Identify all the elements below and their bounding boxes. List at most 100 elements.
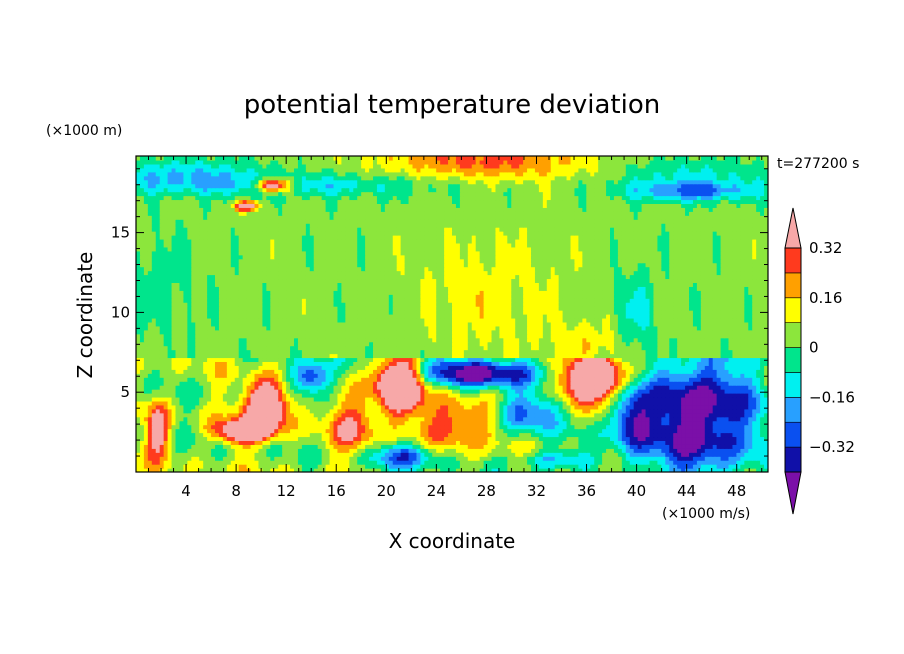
field-cell: [444, 349, 449, 355]
field-cell: [369, 353, 374, 359]
field-cell: [159, 436, 165, 441]
field-cell: [278, 444, 283, 449]
field-cell: [199, 468, 204, 472]
field-cell: [250, 396, 256, 402]
field-cell: [179, 353, 184, 359]
field-cell: [404, 456, 410, 461]
field-cell: [546, 353, 552, 359]
field-cell: [404, 436, 410, 441]
field-cell: [191, 385, 196, 390]
field-cell: [515, 436, 520, 441]
field-cell: [606, 393, 611, 398]
field-cell: [578, 357, 583, 362]
field-cell: [424, 444, 429, 449]
field-cell: [408, 361, 414, 366]
field-cell: [297, 393, 303, 398]
field-cell: [282, 448, 287, 453]
field-cell: [353, 361, 358, 366]
field-cell: [416, 357, 421, 362]
field-cell: [321, 432, 327, 438]
field-cell: [617, 448, 623, 453]
field-cell: [412, 456, 418, 461]
field-cell: [317, 357, 323, 362]
field-cell: [136, 396, 141, 402]
field-cell: [365, 444, 370, 449]
field-cell: [246, 460, 252, 465]
field-cell: [459, 361, 465, 366]
field-cell: [361, 393, 366, 398]
field-cell: [574, 385, 579, 390]
field-cell: [313, 416, 319, 422]
field-cell: [681, 412, 686, 418]
field-cell: [649, 389, 655, 394]
field-cell: [720, 389, 726, 394]
field-cell: [728, 412, 734, 418]
field-cell: [297, 412, 303, 418]
field-cell: [665, 444, 670, 449]
field-cell: [159, 396, 165, 402]
field-cell: [175, 345, 181, 351]
field-cell: [491, 393, 497, 398]
field-cell: [653, 456, 658, 461]
field-cell: [305, 436, 311, 441]
field-cell: [396, 456, 402, 461]
field-cell: [546, 400, 552, 406]
field-cell: [246, 420, 252, 426]
field-cell: [416, 464, 421, 469]
field-cell: [657, 404, 662, 410]
field-cell: [183, 448, 188, 453]
field-cell: [171, 432, 177, 438]
field-cell: [301, 369, 307, 374]
field-cell: [392, 444, 398, 449]
field-cell: [448, 369, 453, 374]
field-cell: [444, 468, 449, 472]
field-cell: [408, 396, 414, 402]
field-cell: [467, 349, 473, 355]
field-cell: [740, 452, 745, 457]
field-cell: [416, 404, 421, 410]
field-cell: [594, 365, 599, 370]
field-cell: [527, 404, 532, 410]
field-cell: [471, 357, 477, 362]
field-cell: [420, 428, 425, 434]
field-cell: [349, 456, 354, 461]
field-cell: [416, 412, 421, 418]
field-cell: [211, 440, 216, 445]
field-cell: [234, 385, 240, 390]
field-cell: [637, 412, 643, 418]
field-cell: [278, 424, 283, 430]
field-cell: [562, 440, 568, 445]
field-cell: [487, 428, 493, 434]
field-cell: [459, 385, 465, 390]
field-cell: [337, 444, 342, 449]
field-cell: [696, 357, 702, 362]
field-cell: [163, 349, 169, 355]
field-cell: [459, 460, 465, 465]
field-cell: [653, 396, 658, 402]
field-cell: [329, 428, 335, 434]
field-cell: [669, 452, 674, 457]
field-cell: [376, 389, 382, 394]
field-cell: [479, 408, 485, 414]
field-cell: [143, 396, 149, 402]
field-cell: [309, 373, 315, 378]
field-cell: [321, 408, 327, 414]
field-cell: [712, 464, 718, 469]
field-cell: [610, 400, 615, 406]
field-cell: [286, 420, 291, 426]
field-cell: [700, 432, 706, 438]
field-cell: [448, 456, 453, 461]
field-cell: [499, 396, 504, 402]
field-cell: [566, 385, 572, 390]
field-cell: [440, 400, 445, 406]
field-cell: [760, 408, 765, 414]
field-cell: [345, 444, 350, 449]
field-cell: [661, 400, 666, 406]
field-cell: [467, 361, 473, 366]
field-cell: [542, 416, 548, 422]
field-cell: [483, 428, 489, 434]
field-cell: [246, 452, 252, 457]
field-cell: [143, 385, 149, 390]
field-cell: [353, 460, 358, 465]
field-cell: [436, 420, 441, 426]
